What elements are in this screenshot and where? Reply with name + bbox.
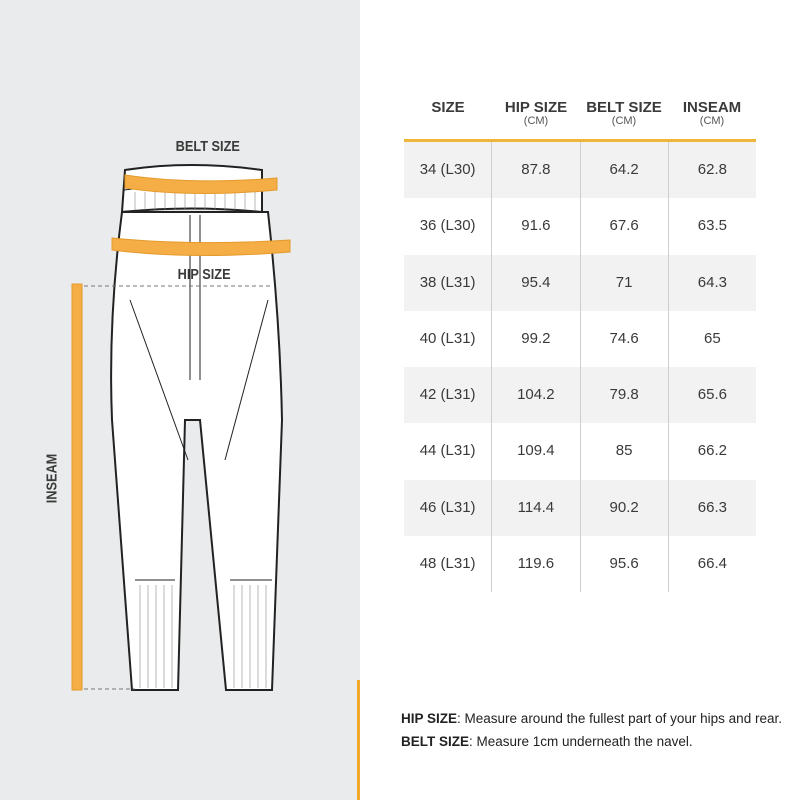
table-cell: 64.2 bbox=[579, 142, 668, 199]
table-cell: 64.3 bbox=[667, 254, 756, 311]
table-cell: 109.4 bbox=[491, 423, 579, 480]
table-cell: 114.4 bbox=[491, 479, 579, 537]
table-cell: 46 (L31) bbox=[419, 498, 476, 516]
table-row: 38 (L31) 95.4 71 64.3 bbox=[404, 254, 756, 311]
table-header: SIZE HIP SIZE (CM) BELT SIZE (CM) INSEAM (C… bbox=[404, 96, 756, 142]
header-hip: HIP SIZE (CM) bbox=[504, 99, 568, 127]
table-cell: 67.6 bbox=[579, 198, 668, 255]
table-cell: 63.5 bbox=[667, 198, 756, 255]
table-cell: 38 (L31) bbox=[419, 273, 476, 291]
table-cell: 34 (L30) bbox=[419, 161, 476, 178]
inseam-label: INSEAM bbox=[43, 453, 61, 504]
table-cell: 90.2 bbox=[579, 479, 668, 537]
table-cell: 104.2 bbox=[491, 367, 579, 424]
table-cell: 74.6 bbox=[579, 310, 668, 368]
table-cell: 79.8 bbox=[579, 367, 668, 424]
pants-illustration bbox=[71, 164, 291, 691]
table-cell: 66.2 bbox=[667, 423, 756, 480]
table-cell: 85 bbox=[579, 423, 668, 480]
diagram-panel: BELT SIZE HIP SIZE INSEAM bbox=[0, 0, 360, 800]
table-cell: 95.4 bbox=[491, 254, 579, 311]
table-row: 42 (L31) 104.2 79.8 65.6 bbox=[404, 367, 756, 424]
table-cell: 40 (L31) bbox=[419, 329, 476, 347]
table-cell: 71 bbox=[579, 254, 668, 311]
table-cell: 44 (L31) bbox=[419, 442, 476, 460]
table-row: 46 (L31) 114.4 90.2 66.3 bbox=[404, 479, 756, 537]
table-row: 44 (L31) 109.4 85 66.2 bbox=[404, 423, 756, 480]
size-table: SIZE HIP SIZE (CM) BELT SIZE (CM) INSEAM (C… bbox=[404, 96, 756, 593]
belt-size-label: BELT SIZE bbox=[175, 138, 240, 155]
table-cell: 99.2 bbox=[491, 310, 579, 368]
header-inseam: INSEAM (CM) bbox=[682, 99, 742, 127]
table-cell: 91.6 bbox=[491, 198, 579, 255]
table-cell: 48 (L31) bbox=[419, 555, 476, 573]
table-row: 36 (L30) 91.6 67.6 63.5 bbox=[404, 198, 756, 255]
table-cell: 62.8 bbox=[667, 142, 756, 199]
note-belt: BELT SIZE: Measure 1cm underneath the na… bbox=[401, 734, 693, 749]
table-row: 48 (L31) 119.6 95.6 66.4 bbox=[404, 536, 756, 593]
table-cell: 66.3 bbox=[667, 479, 756, 537]
measurement-notes: HIP SIZE: Measure around the fullest par… bbox=[401, 707, 782, 753]
header-size: SIZE bbox=[431, 99, 465, 116]
hip-size-label: HIP SIZE bbox=[177, 266, 231, 283]
table-cell: 119.6 bbox=[491, 536, 579, 593]
table-cell: 95.6 bbox=[579, 536, 668, 593]
table-cell: 87.8 bbox=[491, 142, 579, 199]
header-belt: BELT SIZE (CM) bbox=[586, 99, 662, 127]
table-row: 40 (L31) 99.2 74.6 65 bbox=[404, 310, 756, 368]
note-hip: HIP SIZE: Measure around the fullest par… bbox=[401, 711, 782, 726]
table-cell: 66.4 bbox=[667, 536, 756, 593]
table-cell: 42 (L31) bbox=[419, 386, 476, 404]
accent-line bbox=[357, 680, 360, 800]
table-cell: 36 (L30) bbox=[419, 217, 476, 235]
table-cell: 65.6 bbox=[667, 367, 756, 424]
table-cell: 65 bbox=[667, 310, 756, 368]
table-row: 34 (L30) 87.8 64.2 62.8 bbox=[404, 142, 756, 199]
